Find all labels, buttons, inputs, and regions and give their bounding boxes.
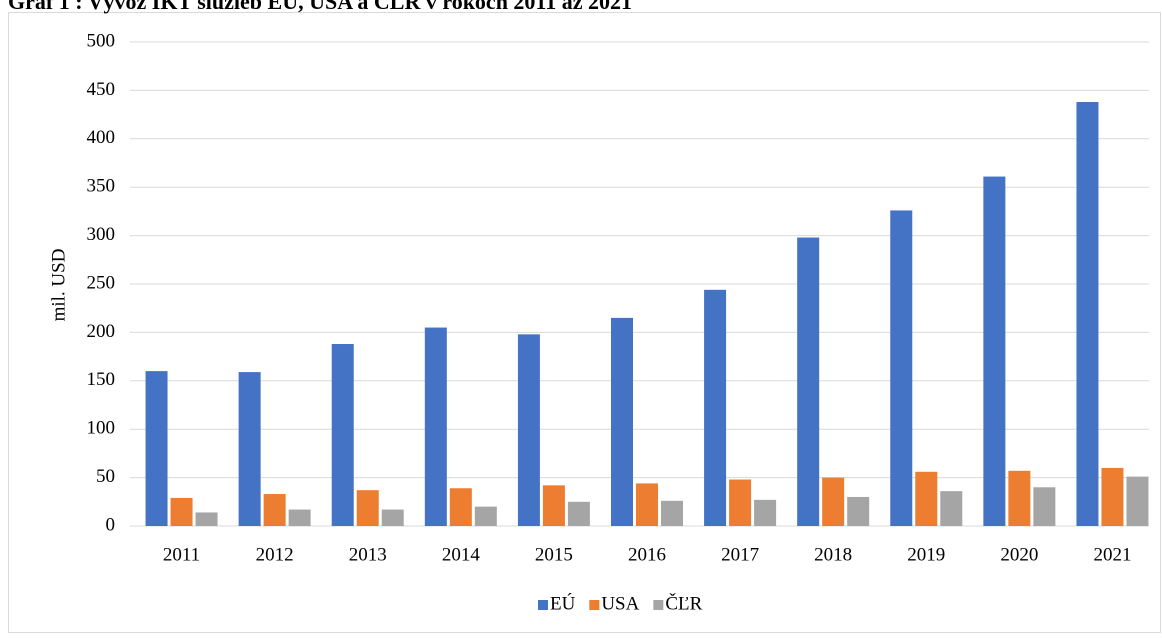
bar bbox=[1033, 487, 1056, 526]
bar bbox=[661, 500, 683, 526]
bar bbox=[940, 491, 963, 526]
y-tick-label: 400 bbox=[87, 127, 116, 148]
y-tick-label: 300 bbox=[87, 224, 116, 245]
chart-title: Graf 1 : Vývoz IKT služieb EÚ, USA a ČĽR… bbox=[8, 0, 632, 14]
bar bbox=[1008, 470, 1031, 526]
x-tick-label: 2011 bbox=[163, 544, 200, 565]
bar bbox=[449, 488, 472, 526]
y-tick-label: 500 bbox=[87, 30, 116, 51]
bar bbox=[145, 371, 168, 526]
bar bbox=[1076, 102, 1099, 527]
y-tick-label: 250 bbox=[87, 272, 116, 293]
x-tick-label: 2012 bbox=[256, 544, 294, 565]
x-tick-label: 2016 bbox=[628, 544, 666, 565]
bar bbox=[983, 176, 1006, 526]
x-tick-label: 2013 bbox=[349, 544, 387, 565]
bar bbox=[474, 506, 497, 526]
bar bbox=[542, 485, 565, 526]
bar bbox=[915, 471, 938, 526]
y-tick-label: 0 bbox=[106, 514, 116, 535]
bar bbox=[263, 494, 286, 526]
bar bbox=[381, 509, 404, 526]
bar bbox=[704, 289, 727, 526]
bar bbox=[890, 210, 913, 526]
bar bbox=[331, 344, 354, 526]
y-tick-label: 350 bbox=[87, 176, 116, 197]
bar bbox=[1126, 476, 1149, 526]
x-tick-label: 2021 bbox=[1093, 544, 1131, 565]
legend-swatch bbox=[538, 600, 548, 610]
x-tick-label: 2015 bbox=[535, 544, 573, 565]
bar bbox=[424, 327, 447, 526]
y-tick-label: 100 bbox=[87, 418, 116, 439]
bar bbox=[238, 372, 261, 526]
bar bbox=[288, 509, 311, 526]
y-tick-label: 200 bbox=[87, 321, 116, 342]
y-tick-label: 450 bbox=[87, 79, 116, 100]
legend-swatch bbox=[589, 600, 600, 610]
bar bbox=[170, 497, 193, 526]
bar bbox=[822, 477, 845, 526]
bar bbox=[636, 483, 658, 526]
bar bbox=[797, 237, 820, 526]
bar bbox=[847, 496, 870, 526]
y-axis-label: mil. USD bbox=[48, 249, 69, 322]
bar bbox=[611, 317, 633, 526]
bar bbox=[567, 501, 590, 526]
bar bbox=[356, 490, 379, 526]
legend-label: ČĽR bbox=[665, 592, 702, 614]
chart-frame bbox=[8, 12, 1161, 633]
x-tick-label: 2014 bbox=[442, 544, 481, 565]
bar bbox=[517, 334, 540, 526]
bar bbox=[195, 512, 218, 526]
x-tick-label: 2017 bbox=[721, 544, 759, 565]
legend-label: EÚ bbox=[550, 592, 576, 614]
bar bbox=[1101, 467, 1124, 526]
bar bbox=[754, 499, 777, 526]
y-tick-label: 50 bbox=[96, 466, 115, 487]
x-tick-label: 2020 bbox=[1000, 544, 1038, 565]
x-tick-label: 2019 bbox=[907, 544, 945, 565]
legend-swatch bbox=[653, 600, 664, 610]
y-tick-label: 150 bbox=[87, 369, 116, 390]
legend-label: USA bbox=[601, 593, 639, 614]
x-tick-label: 2018 bbox=[814, 544, 852, 565]
bar bbox=[729, 479, 752, 526]
